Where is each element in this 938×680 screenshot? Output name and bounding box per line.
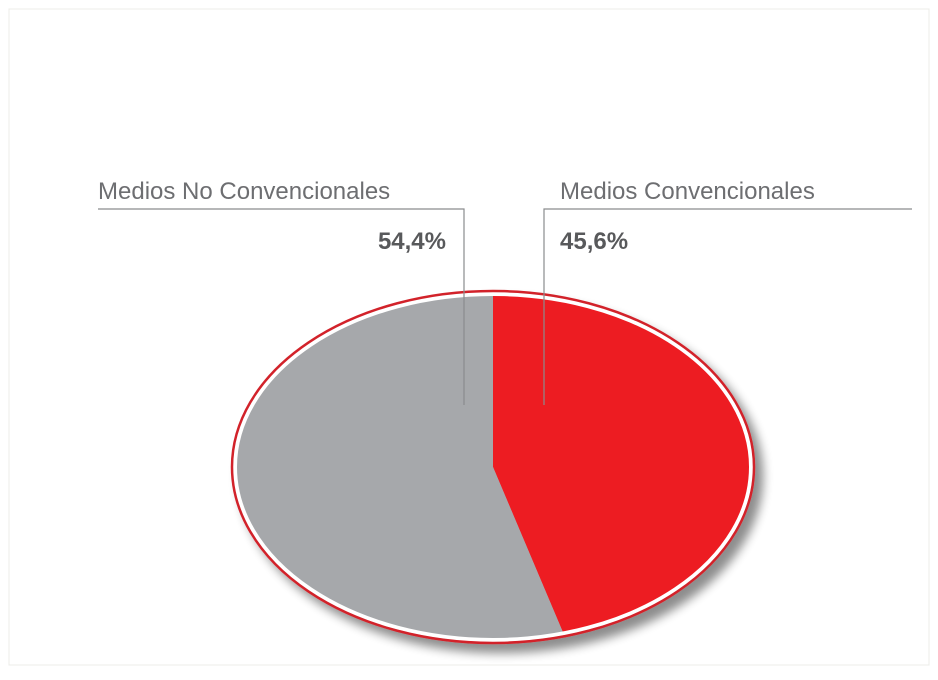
pie-outline: [230, 289, 756, 645]
pie-slice-medios-convencionales: [493, 294, 751, 634]
chart-frame: [8, 8, 930, 666]
leader-line-medios-no-convencionales: [98, 208, 465, 405]
series-value-medios-no-convencionales: 54,4%: [378, 228, 446, 255]
pie-inner-ring: [233, 292, 753, 642]
leader-line-medios-convencionales: [543, 208, 912, 405]
labels: Medios No Convencionales 54,4% Medios Co…: [98, 178, 815, 255]
callouts: [98, 208, 912, 405]
pie-slice-medios-no-convencionales: [234, 294, 564, 640]
series-name-medios-no-convencionales: Medios No Convencionales: [98, 178, 390, 205]
series-name-medios-convencionales: Medios Convencionales: [560, 178, 815, 205]
series-value-medios-convencionales: 45,6%: [560, 228, 628, 255]
pie: [230, 289, 756, 645]
